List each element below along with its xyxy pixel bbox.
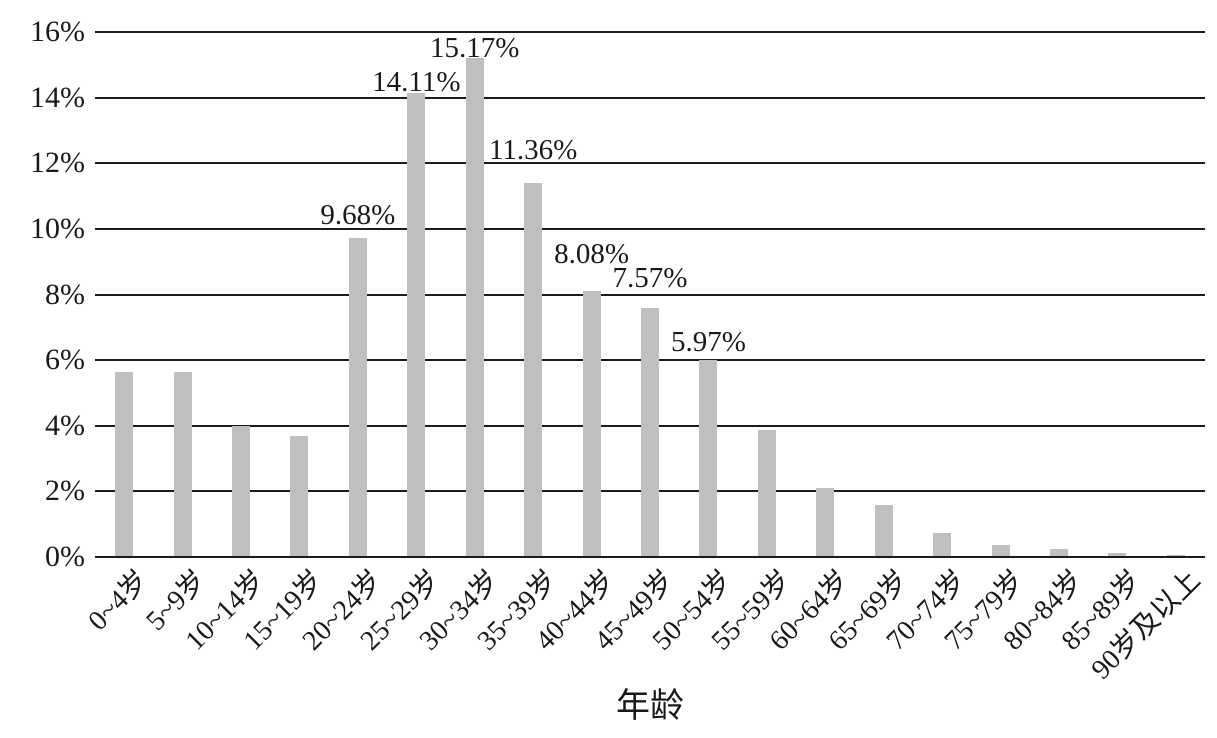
bar	[348, 238, 367, 556]
y-axis-tick-label: 8%	[45, 277, 85, 311]
bar	[1049, 549, 1068, 556]
bar	[582, 290, 601, 556]
bar-value-label: 11.36%	[488, 133, 578, 166]
bar	[407, 93, 426, 556]
y-axis-tick-label: 2%	[45, 474, 85, 508]
bar	[290, 436, 309, 556]
bar	[757, 429, 776, 556]
bar	[173, 371, 192, 556]
y-axis-tick-label: 14%	[30, 80, 85, 114]
bar-value-label: 7.57%	[612, 262, 688, 295]
gridline	[95, 227, 1205, 230]
bar	[933, 533, 952, 556]
y-axis-tick-label: 10%	[30, 211, 85, 245]
bar	[115, 371, 134, 556]
bar	[1108, 552, 1127, 556]
bar-value-label: 8.08%	[554, 238, 630, 271]
bar	[699, 360, 718, 556]
bar	[874, 505, 893, 556]
bar-value-label: 14.11%	[372, 65, 461, 98]
bar	[991, 544, 1010, 556]
bar	[641, 307, 659, 556]
plot-area: 9.68% 14.11% 15.17% 11.36% 8.08% 7.57% 5.97%	[95, 31, 1205, 558]
bar	[465, 58, 484, 556]
bar	[232, 426, 251, 556]
gridline	[95, 31, 1205, 33]
bar	[524, 183, 543, 556]
x-axis-title: 年龄	[616, 688, 684, 725]
y-axis-tick-label: 16%	[30, 15, 85, 48]
bar-value-label: 9.68%	[320, 198, 396, 231]
y-axis-tick-label: 4%	[45, 408, 85, 442]
gridline	[95, 556, 1205, 558]
bar-value-label: 5.97%	[670, 325, 746, 358]
bar	[1166, 555, 1185, 556]
gridline	[95, 96, 1205, 99]
y-axis-tick-label: 0%	[45, 540, 85, 573]
x-axis-tick-label: 0~4岁	[82, 564, 155, 637]
gridline	[95, 293, 1205, 296]
y-axis-tick-label: 12%	[30, 146, 85, 180]
bar	[816, 488, 835, 556]
y-axis-tick-label: 6%	[45, 343, 85, 377]
gridline	[95, 162, 1205, 165]
bar-value-label: 15.17%	[430, 31, 520, 64]
